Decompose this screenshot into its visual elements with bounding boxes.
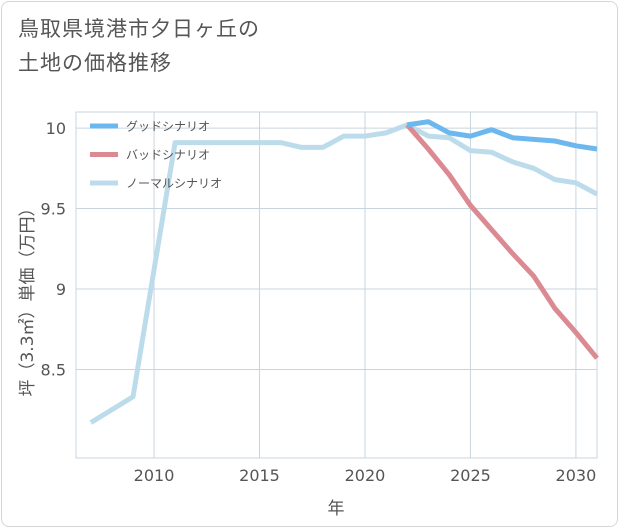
grid-lines	[75, 111, 598, 459]
x-tick-label: 2025	[450, 466, 491, 485]
plot-frame	[75, 111, 598, 459]
x-tick-label: 2020	[345, 466, 386, 485]
y-tick-label: 9	[56, 280, 66, 299]
y-tick-label: 9.5	[41, 200, 66, 219]
chart-title: 鳥取県境港市夕日ヶ丘の 土地の価格推移	[18, 12, 260, 80]
x-tick-labels: 2010 2015 2020 2025 2030	[134, 466, 597, 485]
legend-label-2: ノーマルシナリオ	[126, 177, 222, 191]
y-tick-label: 8.5	[41, 360, 66, 379]
x-tick-label: 2010	[134, 466, 175, 485]
legend-label-0: グッドシナリオ	[126, 120, 210, 134]
x-tick-label: 2015	[239, 466, 280, 485]
y-tick-labels: 8.5 9 9.5 10	[41, 119, 66, 379]
y-axis-title: 坪（3.3㎡）単価（万円）	[18, 199, 38, 396]
series-line-0	[406, 119, 598, 152]
legend-label-1: バッドシナリオ	[126, 148, 210, 162]
chart-title-line1: 鳥取県境港市夕日ヶ丘の	[18, 17, 260, 41]
series-line-1	[405, 123, 599, 360]
series-lines	[89, 119, 599, 425]
series-line-2	[89, 122, 599, 425]
chart-title-line2: 土地の価格推移	[18, 51, 172, 75]
x-axis-title: 年	[328, 499, 345, 519]
y-tick-label: 10	[46, 119, 66, 138]
x-tick-label: 2030	[556, 466, 597, 485]
